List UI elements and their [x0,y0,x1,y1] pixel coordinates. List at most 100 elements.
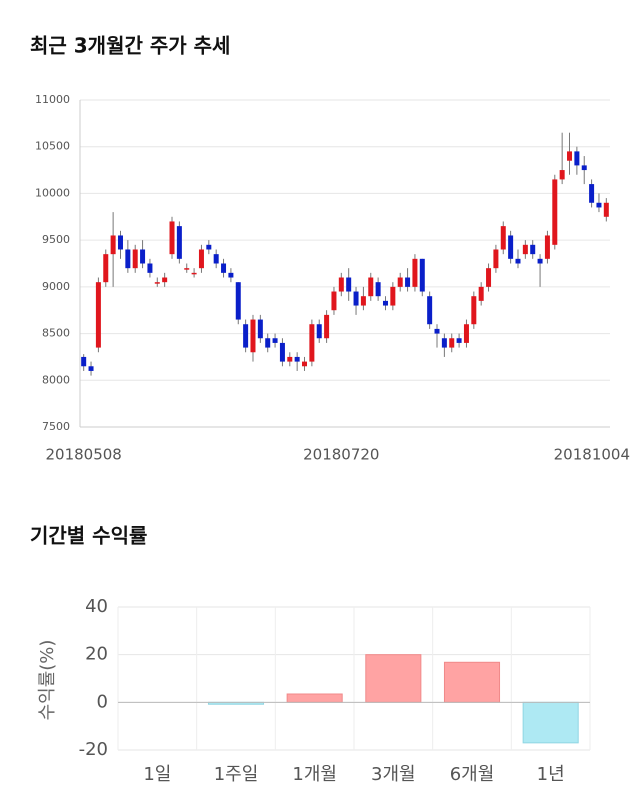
candle-body [515,258,521,264]
candle-body [272,338,278,343]
y-tick-label: 9000 [42,280,70,293]
candle-body [368,277,374,297]
y-tick-label: 10500 [35,140,70,153]
bar [443,661,501,703]
candle-body [419,258,425,292]
candle-body [198,249,204,269]
candle-body [478,286,484,301]
candle-body [500,226,506,250]
candle-body [589,184,595,203]
candle-body [162,277,168,283]
candle-body [603,202,609,217]
candle-body [250,319,256,353]
candle-body [331,291,337,311]
chart-title: 최근 3개월간 주가 추세 [30,34,230,58]
candle-body [154,282,160,284]
chart-title: 기간별 수익률 [30,524,147,548]
candle-body [544,235,550,259]
candle-body [390,286,396,306]
candle-body [449,338,455,348]
candle-body [434,328,440,334]
candle-body [169,221,175,255]
candle-body [309,324,315,362]
candle-body [346,277,352,292]
candle-body [493,249,499,269]
bar [365,654,422,703]
candle-body [279,342,285,362]
candle-body [427,296,433,325]
candle-body [117,235,123,250]
candle-body [412,258,418,287]
x-tick-label: 1주일 [214,764,259,785]
candle-body [125,249,131,269]
candle-body [265,338,271,348]
x-tick-label: 20180720 [303,446,379,464]
candle-body [405,277,411,287]
x-tick-label: 3개월 [371,764,416,785]
y-tick-label: 0 [97,691,108,712]
candle-body [110,235,116,255]
candle-body [559,170,565,180]
candle-body [596,202,602,208]
y-tick-label: 8500 [42,327,70,340]
candle-body [257,319,263,339]
candle-body [360,296,366,306]
candle-body [103,254,109,283]
candle-body [574,151,580,166]
candle-body [508,235,514,259]
candle-body [302,361,308,367]
y-axis-label: 수익률(%) [37,640,58,721]
candle-body [191,272,197,275]
candle-body [206,244,212,250]
candle-body [552,179,558,245]
y-tick-label: 9500 [42,233,70,246]
x-tick-label: 1개월 [292,764,337,785]
x-tick-label: 20181004 [554,446,630,464]
bar [522,701,579,744]
candle-body [522,244,528,255]
candle-body [397,277,403,287]
candle-body [184,268,190,270]
candle-body [463,324,469,343]
candle-body [456,338,462,343]
candle-body [176,226,182,259]
y-tick-label: 11000 [35,93,70,106]
candle-body [221,263,227,273]
candle-body [316,324,322,339]
candle-body [353,291,359,306]
candle-body [486,268,492,287]
candle-body [581,165,587,171]
candle-body [147,263,153,273]
candle-body [243,324,249,348]
candle-body [294,356,300,362]
candle-body [88,366,94,371]
y-tick-label: 8000 [42,373,70,386]
candle-body [530,244,536,255]
y-tick-label: 40 [85,596,108,617]
x-tick-label: 6개월 [450,764,495,785]
candle-body [382,300,388,306]
candle-body [228,272,234,278]
candle-body [287,356,293,362]
y-tick-label: 20 [85,644,108,665]
candle-body [324,314,330,339]
candle-body [567,151,573,161]
candle-body [235,282,241,320]
candle-body [471,296,477,325]
candle-body [213,254,219,264]
y-tick-label: 7500 [42,420,70,433]
x-tick-label: 1일 [143,764,171,785]
candle-body [81,356,87,367]
candle-body [95,282,101,348]
candle-body [537,258,543,264]
candle-body [441,338,447,348]
candle-body [140,249,146,264]
bar [286,693,343,703]
candle-body [338,277,344,292]
y-tick-label: 10000 [35,186,70,199]
y-tick-label: -20 [79,739,108,760]
x-tick-label: 1년 [537,764,565,785]
candle-body [132,249,138,269]
